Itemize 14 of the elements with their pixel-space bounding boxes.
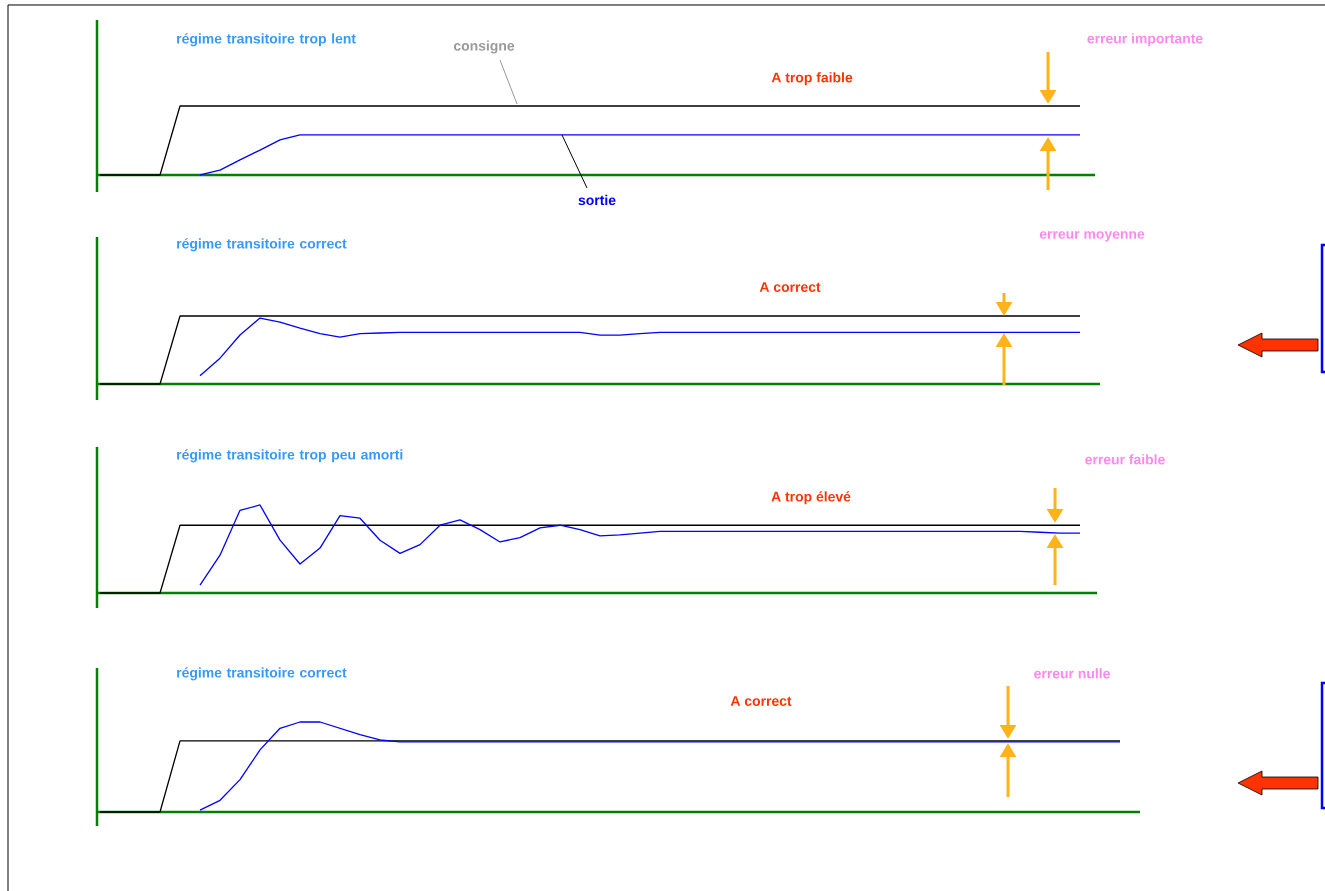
text: erreur moyenne [1039, 231, 1145, 242]
text: erreur faible [1085, 454, 1165, 465]
chart-title: régime transitoire correct [177, 238, 347, 252]
text: erreur importante [1087, 33, 1203, 47]
text: consigne [453, 40, 515, 54]
chart-title: régime transitoire trop peu amorti [177, 449, 403, 463]
text: sortie [578, 194, 616, 206]
text: A correct [730, 696, 792, 706]
text: erreur nulle [1034, 668, 1110, 679]
chart-title: régime transitoire correct [177, 667, 347, 681]
text: A trop élevé [771, 491, 851, 505]
text: A trop faible [771, 72, 853, 86]
text: A correct [759, 282, 821, 292]
chart-title: régime transitoire trop lent [177, 33, 356, 47]
